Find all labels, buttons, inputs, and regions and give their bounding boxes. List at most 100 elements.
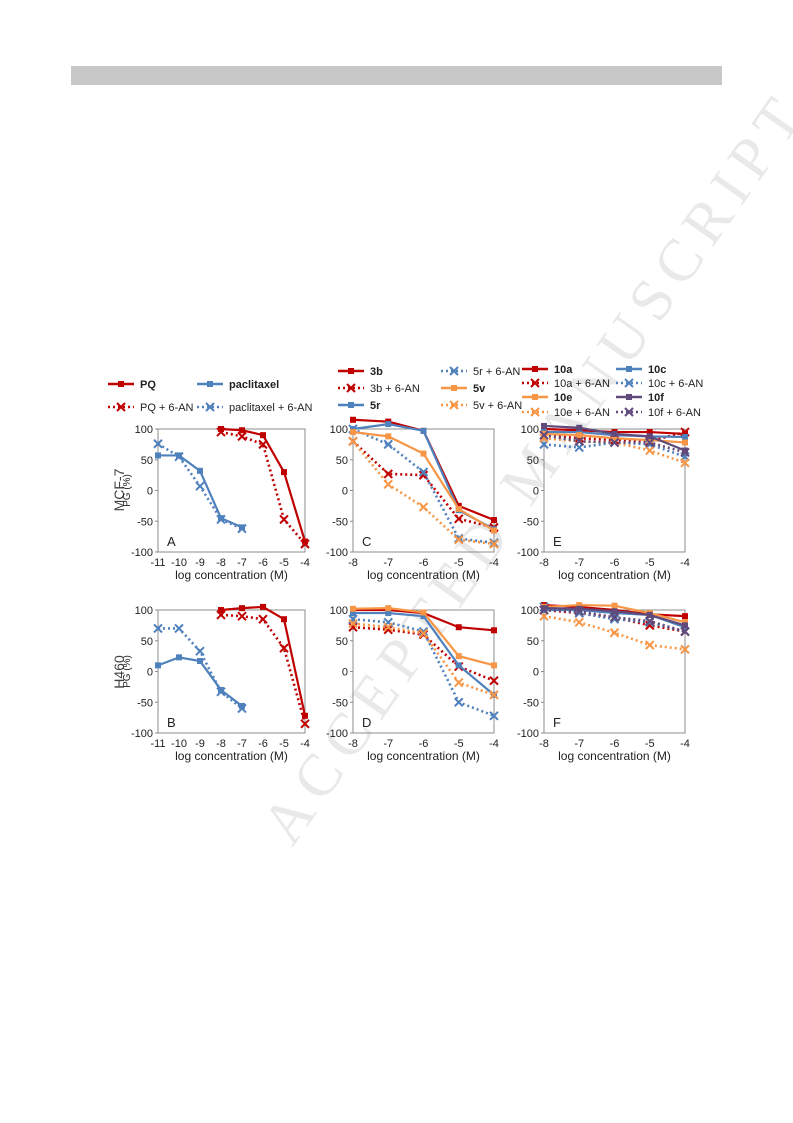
panel-letter: D — [362, 715, 371, 730]
data-point — [258, 614, 268, 624]
data-point — [682, 613, 688, 620]
y-tick-label: -100 — [326, 547, 348, 559]
data-point — [680, 644, 690, 655]
y-tick-label: -100 — [326, 728, 348, 740]
legend-item: 10c — [616, 364, 666, 376]
data-point — [302, 538, 308, 545]
x-axis-label: log concentration (M) — [175, 749, 288, 763]
series-5r — [350, 610, 497, 698]
series-line — [158, 454, 243, 529]
x-tick-label: -8 — [348, 557, 358, 569]
data-point — [197, 658, 203, 665]
x-tick-label: -5 — [645, 557, 655, 569]
data-point — [300, 539, 310, 549]
x-tick-label: -8 — [216, 738, 226, 750]
data-point — [260, 432, 266, 439]
x-tick-label: -7 — [237, 557, 247, 569]
x-tick-label: -4 — [680, 557, 690, 569]
data-point — [237, 611, 247, 621]
data-point — [174, 451, 184, 462]
data-point — [539, 430, 549, 440]
data-point — [541, 422, 547, 429]
data-point — [491, 627, 497, 634]
x-tick-label: -8 — [539, 738, 549, 750]
panel-D: 100 50 0 -50 -100-8 -7 -6 -5 -4 log concentration… — [326, 605, 499, 763]
data-point — [420, 609, 427, 616]
plot-frame — [157, 428, 306, 553]
series-line — [351, 440, 495, 546]
data-point — [195, 481, 205, 491]
legend-marker — [532, 366, 538, 372]
series-line — [543, 614, 686, 651]
x-tick-label: -5 — [454, 738, 464, 750]
data-point — [350, 605, 356, 612]
data-point — [350, 610, 356, 617]
data-point — [680, 447, 690, 458]
data-point — [491, 662, 497, 669]
data-point — [576, 602, 583, 609]
data-point — [218, 607, 224, 613]
y-tick-label: -50 — [523, 697, 539, 709]
data-point — [611, 430, 618, 437]
data-point — [611, 608, 618, 615]
y-tick-label: 100 — [521, 424, 539, 436]
panel-F: 100 50 0 -50 -100-8 -7 -6 -5 -4 log concentration… — [517, 602, 690, 763]
legend-marker — [624, 407, 634, 417]
data-point — [645, 445, 655, 456]
series-line — [352, 427, 495, 545]
y-tick-label: -100 — [131, 728, 153, 740]
series-paclitaxel — [155, 452, 245, 531]
series-line — [220, 613, 307, 725]
x-tick-label: -11 — [150, 738, 165, 750]
data-point — [489, 676, 499, 686]
y-tick-label: 0 — [342, 667, 348, 679]
legend-marker — [116, 402, 126, 412]
row-label-mcf7: MCF-7 — [111, 468, 127, 511]
x-tick-label: -9 — [195, 738, 205, 750]
y-tick-label: 100 — [521, 605, 539, 617]
legend-marker — [348, 368, 354, 374]
data-point — [682, 433, 688, 440]
data-point — [682, 439, 688, 446]
data-point — [682, 619, 688, 626]
y-tick-label: 50 — [527, 455, 539, 467]
y-tick-label: 50 — [527, 636, 539, 648]
y-axis-label: PG (%) — [122, 655, 133, 688]
data-point — [611, 602, 618, 609]
row-label-h460: H460 — [111, 655, 127, 689]
legend-item: 5v — [441, 383, 486, 395]
x-tick-label: -4 — [300, 738, 310, 750]
data-point — [454, 677, 464, 688]
series-5v-6-an — [348, 436, 499, 549]
data-point — [350, 429, 356, 436]
x-tick-label: -6 — [419, 738, 429, 750]
data-point — [383, 439, 393, 450]
legend-label: 3b — [370, 366, 383, 378]
data-point — [195, 646, 205, 656]
data-point — [153, 439, 163, 449]
data-point — [489, 711, 499, 721]
data-point — [574, 617, 584, 628]
data-point — [383, 624, 393, 635]
series-pq — [218, 426, 308, 545]
legend-marker — [626, 394, 632, 400]
legend-label: 10e + 6-AN — [554, 407, 610, 419]
legend-label: 10c — [648, 364, 666, 376]
data-point — [279, 643, 289, 653]
y-tick-label: -50 — [332, 516, 348, 528]
data-point — [576, 432, 583, 439]
legend-3: 10a 10c 10a + 6-AN 10c + 6-AN 10e 10f 10e + 6-… — [522, 364, 703, 419]
data-point — [281, 616, 287, 623]
data-point — [611, 435, 618, 442]
data-point — [237, 703, 247, 714]
y-tick-label: -50 — [332, 697, 348, 709]
data-point — [237, 523, 247, 534]
legend-1: PQ paclitaxel PQ + 6-AN paclitaxel + 6-AN — [108, 379, 313, 414]
panel-letter: C — [362, 534, 371, 549]
data-point — [454, 534, 464, 545]
data-point — [385, 610, 392, 617]
data-point — [645, 640, 655, 650]
legend-item: 3b — [338, 366, 383, 378]
legend-marker — [205, 402, 215, 412]
